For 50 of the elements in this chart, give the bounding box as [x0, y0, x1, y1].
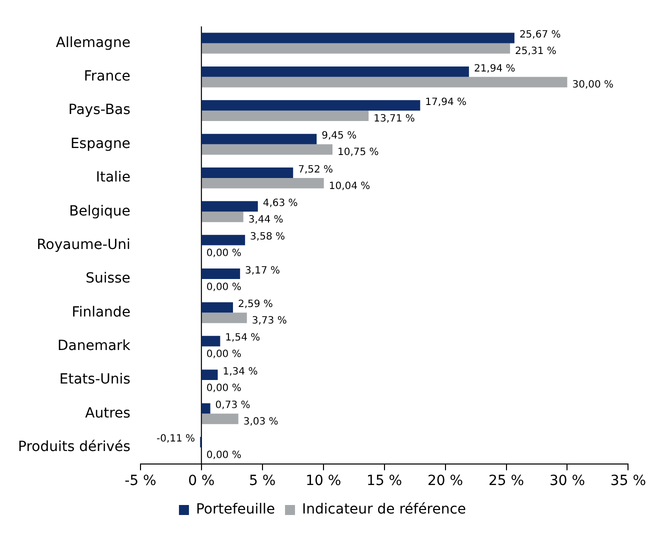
x-tick-label: 0 % [188, 473, 215, 490]
y-tick-label: Belgique [69, 203, 130, 220]
data-label: 21,94 % [474, 63, 516, 74]
data-label: 0,00 % [206, 450, 242, 462]
data-label: 30,00 % [572, 80, 614, 91]
y-tick-label: Espagne [70, 136, 130, 152]
data-label: 1,34 % [222, 366, 258, 378]
data-label: 0,00 % [206, 382, 242, 394]
data-label: 9,45 % [322, 130, 357, 142]
data-label: 4,63 % [262, 198, 298, 209]
data-label: 1,54 % [225, 332, 260, 344]
data-label: 0,00 % [206, 248, 242, 260]
x-tick-label: 25 % [488, 473, 524, 490]
y-tick-label: Danemark [57, 338, 132, 354]
data-label: 3,44 % [248, 214, 284, 226]
x-tick-label: 5 % [249, 473, 276, 490]
legend-label: Portefeuille [196, 502, 276, 518]
y-tick-label: Produits dérivés [18, 439, 130, 455]
x-tick-label: 35 % [610, 473, 646, 490]
y-tick-label: France [84, 68, 130, 85]
x-tick-label: 15 % [366, 473, 402, 490]
data-label: 10,04 % [328, 180, 370, 192]
y-tick-label: Royaume-Uni [36, 236, 130, 253]
y-tick-label: Pays-Bas [68, 102, 130, 118]
x-tick-label: 10 % [306, 473, 342, 490]
data-label: 17,94 % [425, 96, 466, 108]
data-label: 3,17 % [245, 265, 280, 276]
data-label: 2,59 % [238, 299, 273, 310]
y-tick-label: Allemagne [56, 34, 130, 51]
x-tick-label: 30 % [549, 473, 586, 490]
y-tick-label: Etats-Unis [59, 372, 130, 388]
data-label: 3,58 % [250, 232, 286, 243]
y-tick-label: Suisse [86, 270, 130, 287]
data-label: 10,75 % [337, 147, 379, 158]
data-label: 13,71 % [374, 113, 415, 124]
legend-label: Indicateur de référence [302, 502, 466, 518]
y-tick-label: Italie [96, 170, 130, 186]
data-label: 0,73 % [215, 400, 250, 412]
y-tick-label: Finlande [72, 304, 130, 320]
data-label: 25,31 % [515, 46, 556, 58]
data-label: 3,03 % [243, 416, 278, 428]
data-label: 7,52 % [298, 164, 334, 176]
x-tick-label: 20 % [428, 473, 464, 490]
data-label: -0,11 % [156, 434, 196, 445]
data-label: 0,00 % [206, 282, 242, 293]
y-tick-label: Autres [85, 405, 130, 422]
data-label: 25,67 % [519, 30, 561, 41]
x-tick-label: -5 % [124, 473, 156, 490]
data-label: 3,73 % [252, 315, 287, 326]
data-label: 0,00 % [206, 349, 242, 360]
